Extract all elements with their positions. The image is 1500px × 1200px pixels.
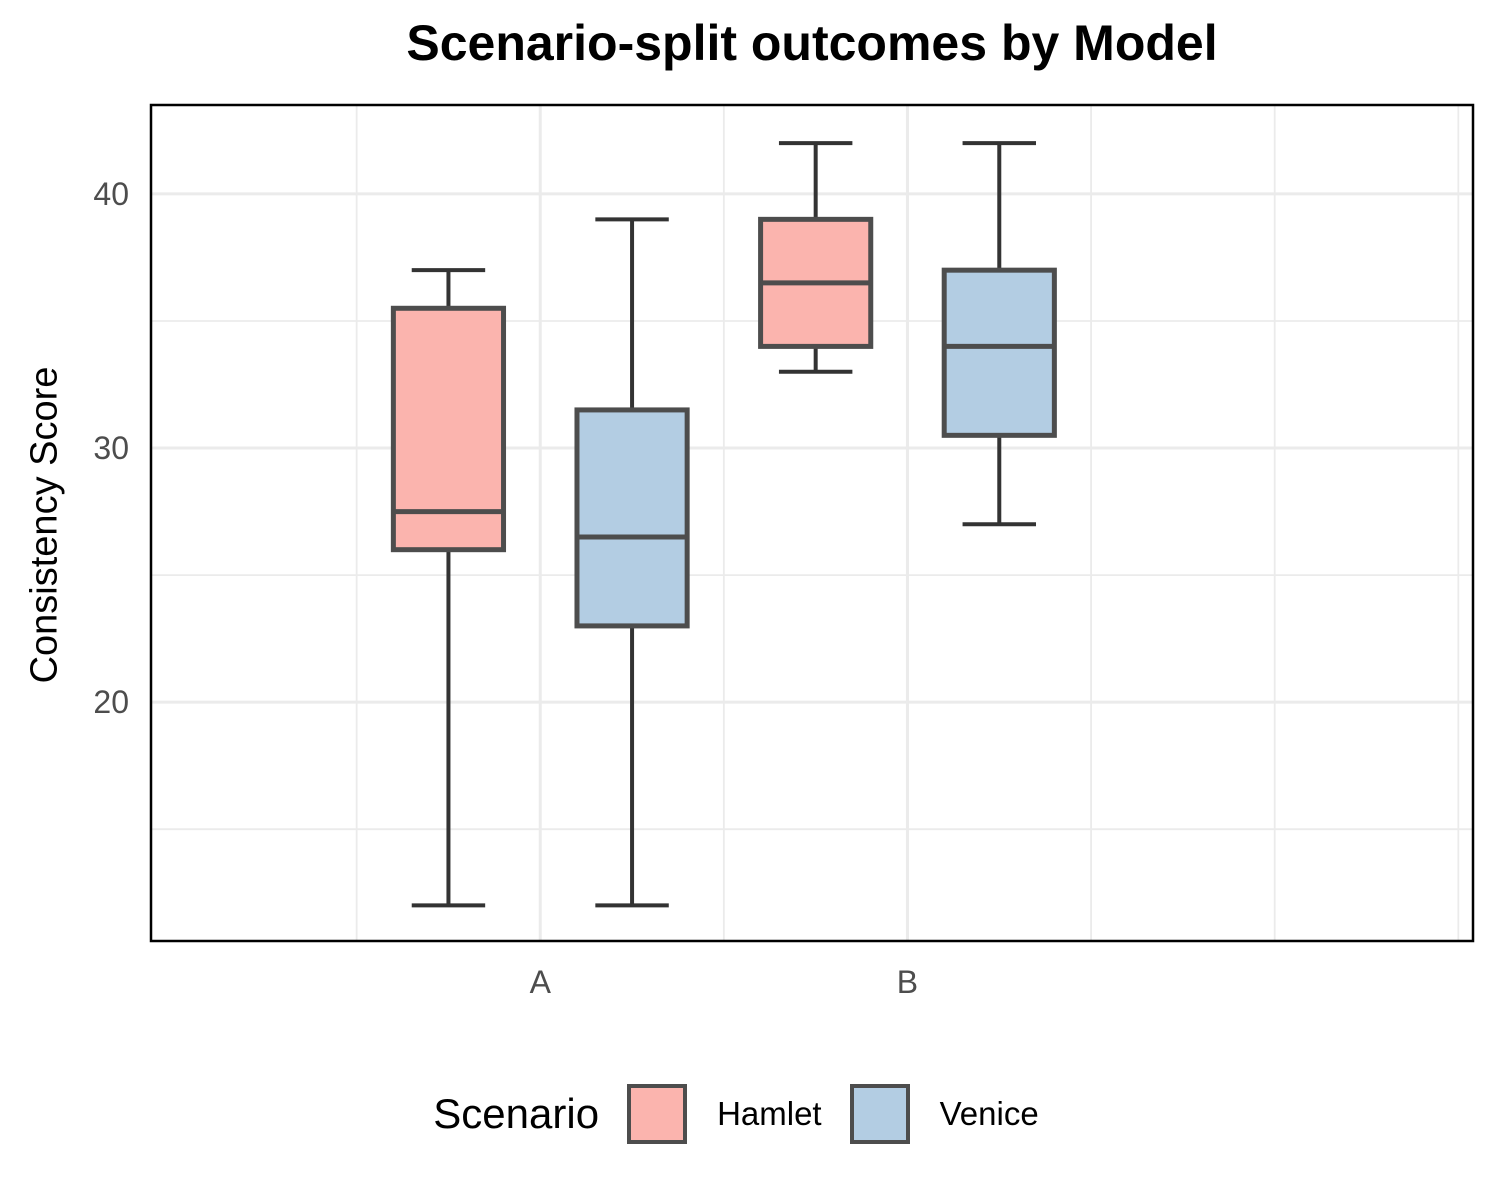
x-tick-label: B: [897, 964, 918, 1000]
box-venice-a: [574, 217, 690, 908]
x-tick-label: A: [530, 964, 552, 1000]
y-tick-label: 30: [93, 430, 129, 466]
boxes: [390, 141, 1057, 908]
box-iqr: [574, 407, 690, 629]
grid: [151, 105, 1473, 941]
legend-title: Scenario: [433, 1090, 600, 1137]
box-hamlet-a: [390, 268, 507, 908]
legend: Scenario Hamlet Venice: [0, 1078, 1500, 1150]
legend-key-hamlet: [627, 1084, 688, 1144]
legend-label-venice: Venice: [939, 1095, 1039, 1132]
chart-title: Scenario-split outcomes by Model: [406, 15, 1218, 71]
box-iqr: [941, 267, 1057, 438]
box-venice-b: [941, 141, 1057, 527]
legend-key-venice: [849, 1084, 910, 1144]
y-tick-label: 20: [93, 684, 129, 720]
box-hamlet-b: [758, 141, 874, 374]
panel-border: [149, 103, 1475, 943]
plot-area: 20 30 40 A B: [93, 103, 1475, 1000]
y-tick-label: 40: [93, 176, 129, 212]
tick-labels: 20 30 40 A B: [93, 176, 918, 1000]
legend-label-hamlet: Hamlet: [717, 1095, 822, 1132]
